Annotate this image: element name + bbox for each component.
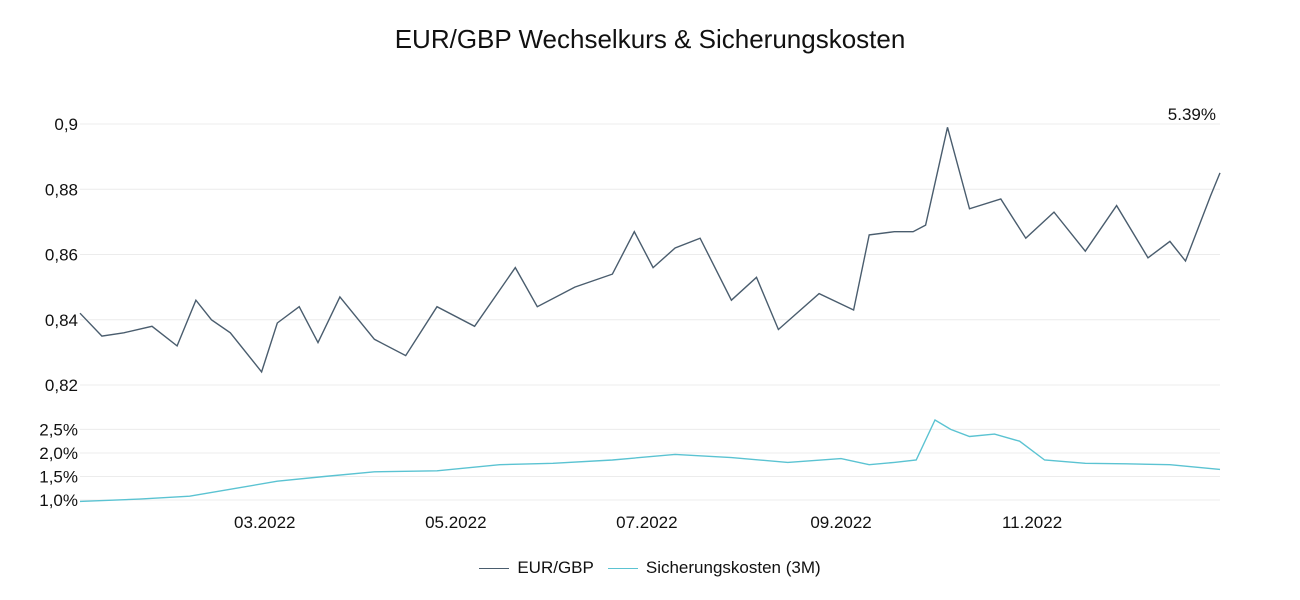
- x-tick-label: 09.2022: [810, 513, 871, 532]
- upper-series-group: [79, 127, 1221, 374]
- x-axis-ticks: 03.2022 05.2022 07.2022 09.2022 11.2022: [234, 513, 1062, 532]
- series-line-hedge: [79, 419, 1221, 503]
- legend-label-eurgbp: EUR/GBP: [517, 558, 594, 577]
- series-line-eurgbp: [79, 127, 1221, 374]
- x-tick-label: 07.2022: [616, 513, 677, 532]
- lower-y-tick-label: 1,0%: [39, 491, 78, 510]
- legend-swatch-hedge: [607, 567, 638, 569]
- upper-gridlines: [80, 123, 1220, 501]
- lower-y-tick-label: 2,5%: [39, 420, 78, 439]
- upper-y-tick-label: 0,88: [45, 180, 78, 199]
- upper-y-tick-label: 0,84: [45, 311, 78, 330]
- legend-swatch-eurgbp: [479, 567, 510, 569]
- lower-y-tick-label: 1,5%: [39, 467, 78, 486]
- legend-label-hedge: Sicherungskosten (3M): [645, 558, 821, 577]
- legend: EUR/GBP Sicherungskosten (3M): [0, 558, 1300, 578]
- x-tick-label: 05.2022: [425, 513, 486, 532]
- upper-y-tick-label: 0,9: [54, 115, 78, 134]
- upper-y-tick-label: 0,86: [45, 246, 78, 265]
- upper-y-tick-label: 0,82: [45, 376, 78, 395]
- chart-title: EUR/GBP Wechselkurs & Sicherungskosten: [394, 24, 906, 54]
- legend-item-eurgbp: EUR/GBP: [479, 558, 594, 578]
- legend-item-hedge: Sicherungskosten (3M): [607, 558, 821, 578]
- x-tick-label: 03.2022: [234, 513, 295, 532]
- x-tick-label: 11.2022: [1002, 513, 1062, 532]
- percent-annotation: 5.39%: [1168, 105, 1216, 124]
- upper-y-axis-ticks: 0,82 0,84 0,86 0,88 0,9: [45, 115, 78, 395]
- lower-y-tick-label: 2,0%: [39, 444, 78, 463]
- lower-y-axis-ticks: 1,0% 1,5% 2,0% 2,5%: [39, 420, 78, 510]
- lower-series-group: [79, 419, 1221, 503]
